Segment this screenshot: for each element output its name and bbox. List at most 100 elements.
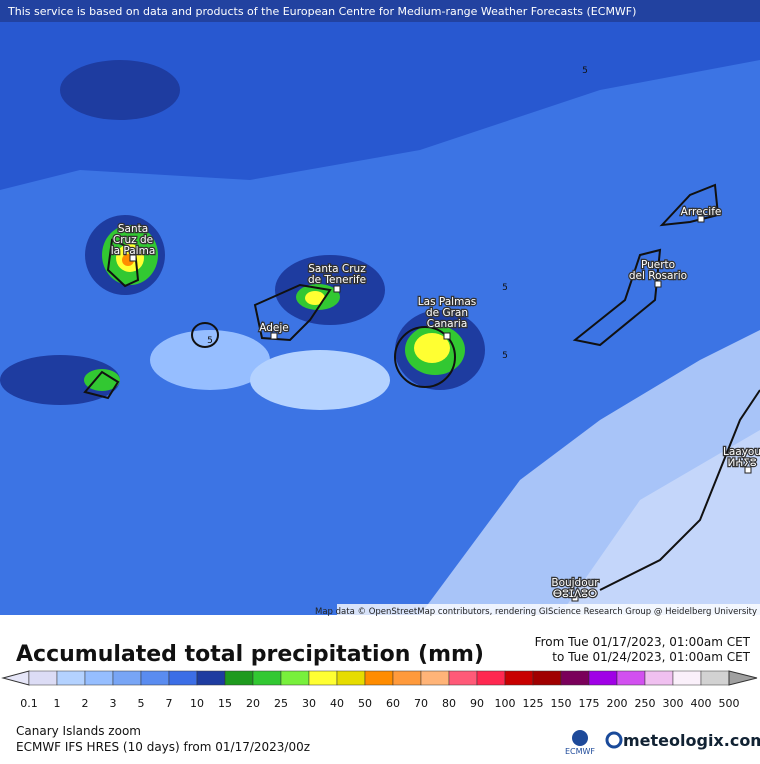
legend-tick: 200 — [607, 697, 628, 710]
coast-africa — [599, 389, 760, 591]
legend-tick: 90 — [470, 697, 484, 710]
precip-yellow — [305, 291, 325, 305]
legend-swatch — [196, 670, 226, 686]
legend-swatch — [448, 670, 478, 686]
place-label: ⴱⵓⵊⴷⵓⵔ — [553, 588, 597, 600]
legend-swatch — [140, 670, 170, 686]
area-light — [250, 350, 390, 410]
place-label: Cruz de — [113, 234, 153, 246]
legend-swatch — [84, 670, 114, 686]
place-label: Boujdour — [551, 577, 599, 589]
legend-swatch — [168, 670, 198, 686]
legend-swatch — [28, 670, 58, 686]
attribution: Map data © OpenStreetMap contributors, r… — [315, 607, 757, 617]
legend-swatch — [112, 670, 142, 686]
legend-tick: 10 — [190, 697, 204, 710]
area-navy — [60, 60, 180, 120]
island-la-gomera — [191, 322, 219, 348]
island-fuerteventura — [572, 248, 662, 347]
legend-tick: 175 — [579, 697, 600, 710]
legend-tick: 60 — [386, 697, 400, 710]
legend-tick: 125 — [523, 697, 544, 710]
legend-tick: 500 — [719, 697, 740, 710]
island-tenerife — [253, 283, 332, 342]
legend-swatch — [280, 670, 310, 686]
place-label: Las Palmas — [418, 296, 476, 308]
place-marker — [697, 215, 705, 223]
legend-tick: 25 — [274, 697, 288, 710]
legend-swatch — [476, 670, 506, 686]
disclaimer-bar — [0, 0, 760, 22]
region: Canary Islands zoom — [16, 724, 141, 738]
legend-tick: 50 — [358, 697, 372, 710]
legend-tick: 80 — [442, 697, 456, 710]
model: ECMWF IFS HRES (10 days) from 01/17/2023… — [16, 740, 310, 754]
legend-below — [1, 670, 30, 686]
legend-swatch — [252, 670, 282, 686]
area-light — [150, 330, 270, 390]
legend-tick: 20 — [246, 697, 260, 710]
legend-tick: 1 — [54, 697, 61, 710]
place-marker — [129, 254, 137, 262]
legend-title: Accumulated total precipitation (mm) — [16, 642, 484, 667]
legend-swatch — [644, 670, 674, 686]
area-lighter — [560, 430, 760, 615]
legend-swatch — [364, 670, 394, 686]
place-marker — [571, 594, 579, 602]
legend-swatch — [532, 670, 562, 686]
disclaimer: This service is based on data and produc… — [7, 5, 636, 18]
area-dark — [0, 0, 760, 190]
legend-swatch — [700, 670, 730, 686]
contour-label: 5 — [582, 66, 588, 76]
legend-swatch — [560, 670, 590, 686]
place-label: Santa — [118, 223, 148, 235]
legend-swatch — [616, 670, 646, 686]
legend-swatch — [504, 670, 534, 686]
place-marker — [744, 466, 752, 474]
place-label: la Palma — [111, 245, 156, 257]
place-label: de Gran — [426, 307, 468, 319]
period-from: From Tue 01/17/2023, 01:00am CET — [535, 635, 751, 649]
legend-tick: 30 — [302, 697, 316, 710]
island-lanzarote — [659, 183, 720, 227]
legend-tick: 250 — [635, 697, 656, 710]
legend-tick: 0.1 — [20, 697, 38, 710]
legend-tick: 40 — [330, 697, 344, 710]
legend-tick: 15 — [218, 697, 232, 710]
legend-tick: 3 — [110, 697, 117, 710]
place-label: Arrecife — [681, 206, 722, 218]
legend-swatch — [392, 670, 422, 686]
legend-tick: 70 — [414, 697, 428, 710]
place-marker — [270, 332, 278, 340]
legend-swatch — [224, 670, 254, 686]
legend-tick: 400 — [691, 697, 712, 710]
legend-swatch — [588, 670, 618, 686]
island-la-palma — [106, 238, 140, 288]
contour-label: 5 — [502, 351, 508, 361]
place-label: Puerto — [641, 259, 675, 271]
place-label: del Rosario — [629, 270, 687, 282]
legend-swatch — [56, 670, 86, 686]
brand-logo — [605, 731, 623, 749]
legend-tick: 5 — [138, 697, 145, 710]
legend-tick: 150 — [551, 697, 572, 710]
place-label: Santa Cruz — [308, 263, 366, 275]
place-label: de Tenerife — [308, 274, 366, 286]
island-el-hierro — [83, 370, 120, 400]
island-gran-canaria — [394, 326, 456, 388]
legend-swatch — [672, 670, 702, 686]
place-label: ⵍⵄⵢⵓ — [727, 457, 756, 469]
legend-swatch — [336, 670, 366, 686]
ecmwf-label: ECMWF — [565, 747, 595, 756]
legend-swatch — [420, 670, 450, 686]
legend-tick: 2 — [82, 697, 89, 710]
precip-yellow — [414, 333, 450, 363]
place-marker — [443, 332, 451, 340]
place-marker — [654, 280, 662, 288]
precip-green — [84, 369, 120, 391]
brand: meteologix.com — [623, 731, 760, 750]
period-to: to Tue 01/24/2023, 01:00am CET — [552, 650, 750, 664]
legend-tick: 7 — [166, 697, 173, 710]
